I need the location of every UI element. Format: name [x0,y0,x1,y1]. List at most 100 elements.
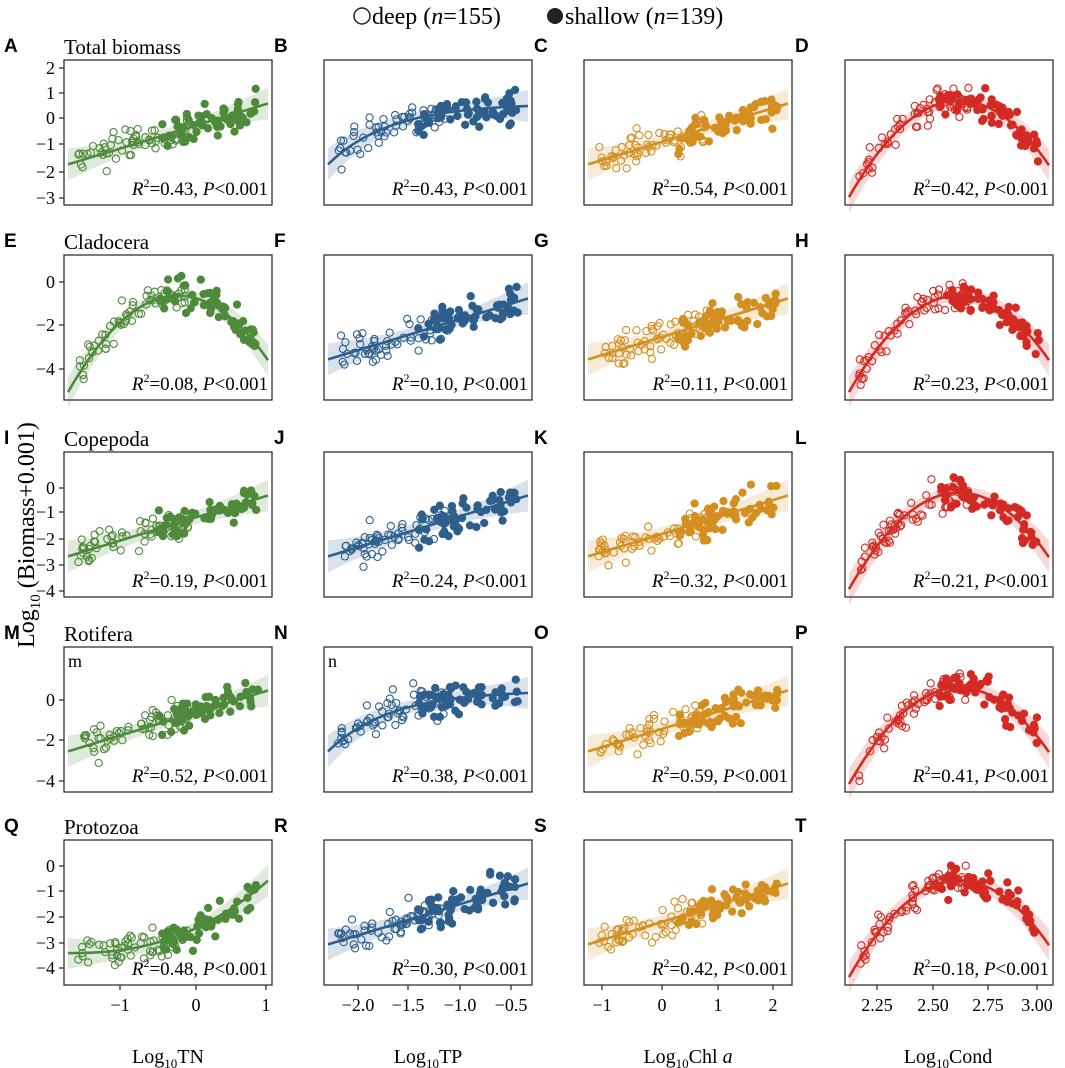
deep-point [180,285,189,294]
deep-point [85,342,94,351]
panel-letter: A [4,36,18,57]
deep-point [177,299,187,308]
legend: deep (n=155) shallow (n=139) [353,4,723,30]
panel-letter: F [274,231,286,252]
deep-point [356,340,365,349]
deep-point [391,720,400,730]
deep-point [365,533,374,543]
regression-curve [327,494,529,558]
shallow-point [182,109,191,119]
panel-frame [323,59,533,206]
shallow-point [946,861,956,870]
deep-point [152,711,162,720]
deep-point [362,552,371,561]
shallow-point [979,114,988,124]
shallow-point [728,907,737,916]
shallow-point [201,693,210,702]
deep-legend-marker [353,7,371,25]
deep-point [134,309,143,318]
shallow-point [215,708,224,718]
deep-point [81,730,91,740]
deep-point [374,702,384,711]
deep-point [631,140,640,150]
deep-point [147,126,157,135]
deep-point [946,102,955,111]
shallow-point [1021,905,1030,914]
panel-letter: B [274,36,288,57]
deep-point [364,143,373,153]
deep-point [688,898,697,907]
shallow-point [451,706,460,715]
deep-point [382,936,391,945]
y-tick-label: 0 [46,108,55,128]
deep-point [409,679,418,688]
panel-i: I Copepoda 0 −1 −2 −3 −4 R2=0.19, P<0.001 [4,427,273,601]
panel-k: K R2=0.32, P<0.001 [534,428,793,598]
shallow-point [498,516,507,525]
shallow-point [1022,321,1031,331]
deep-point [385,907,394,917]
deep-point [634,346,643,356]
shallow-point [456,893,466,902]
deep-point [910,101,919,111]
panel-letter: G [534,231,549,252]
deep-point [874,528,883,537]
regression-curve [587,882,789,946]
deep-point [647,354,656,364]
deep-point [88,141,98,151]
shallow-point [720,323,730,332]
shallow-point [447,501,457,511]
shallow-point [1012,107,1022,117]
deep-point [632,326,641,335]
deep-point [350,944,360,953]
shallow-point [697,701,707,710]
deep-point [396,929,405,938]
shallow-point [482,313,491,322]
deep-point [891,140,900,149]
deep-point [367,549,377,559]
deep-point [145,715,155,724]
deep-point [359,133,368,142]
deep-point [416,315,425,324]
deep-point [160,139,169,148]
deep-point [673,127,682,136]
deep-point [123,311,132,321]
shallow-point [978,303,987,312]
deep-point [439,314,448,323]
shallow-point [994,119,1003,129]
shallow-point [498,98,507,108]
deep-point [403,314,412,324]
deep-point [336,331,346,340]
y-tick-label: 0 [46,856,55,876]
shallow-point [469,322,478,331]
x-tick-label: 2.50 [917,995,949,1015]
deep-point [627,728,637,737]
deep-point [644,130,653,140]
deep-point [909,709,919,718]
confidence-band [849,289,1049,409]
deep-point [140,711,150,720]
shallow-point [182,699,192,708]
deep-point [884,536,894,545]
deep-point [658,905,667,915]
shallow-point [203,903,213,913]
shallow-point [1004,516,1013,525]
shallow-point [251,880,261,890]
shallow-point [219,693,228,702]
deep-point [84,555,94,564]
regression-curve [847,491,1051,590]
deep-point [960,300,970,309]
deep-point [397,523,406,532]
deep-point [114,136,123,145]
shallow-point [708,299,717,308]
confidence-band [68,864,268,970]
deep-point [655,318,664,328]
shallow-point [699,115,708,124]
deep-point [919,294,928,303]
deep-point [109,339,118,349]
x-label-chl: Log10Chl a [643,1046,732,1068]
shallow-point [734,292,743,302]
deep-point [858,169,868,178]
deep-point [657,345,666,354]
deep-point [378,547,387,556]
